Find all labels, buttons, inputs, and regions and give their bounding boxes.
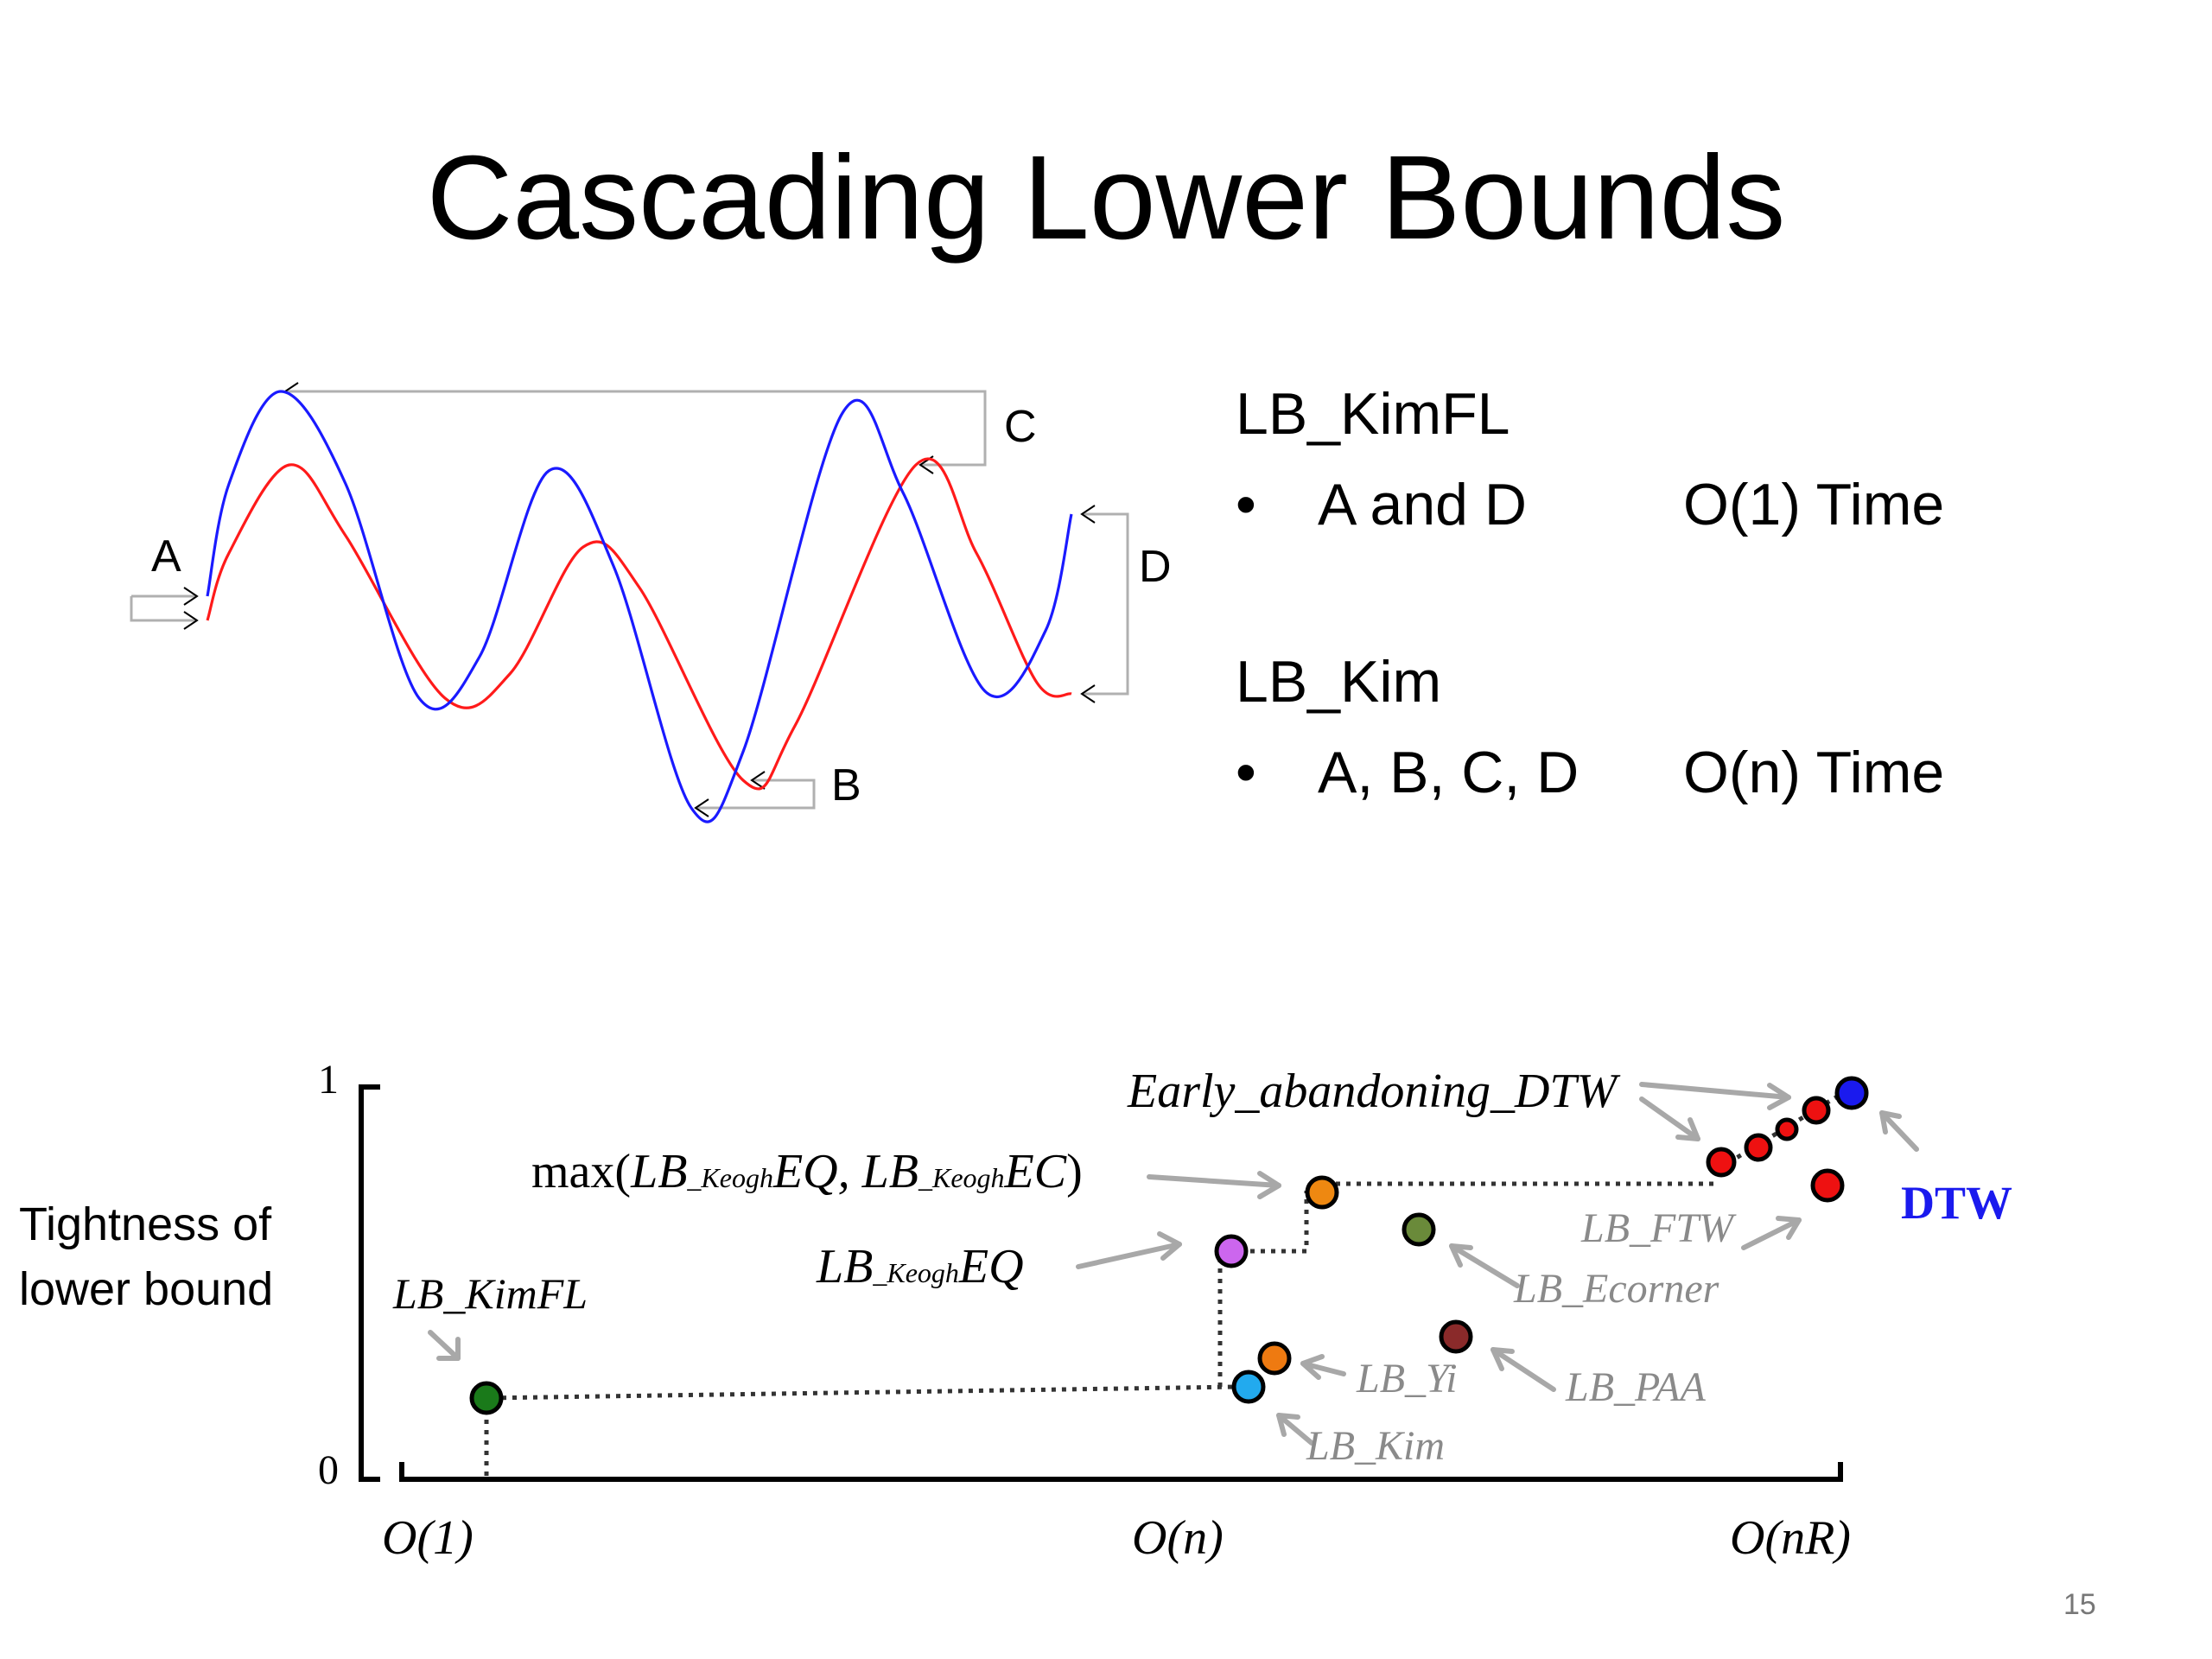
point-early-abandon-1 [1706,1147,1737,1178]
pointer-arrows [428,1082,1919,1446]
lb-text: LB [817,1240,874,1294]
point-lb-keogh-eq [1214,1234,1249,1268]
point-lb-kim [1231,1370,1266,1404]
label-max-keogh: max(LB_KeoghEQ, LB_KeoghEC) [531,1147,1083,1196]
label-lb-yi: LB_Yi [1357,1356,1458,1402]
marker-d-box [1082,512,1129,696]
y-axis-label-line1: Tightness of [19,1198,272,1250]
query-series-blue [206,390,1073,823]
label-early-abandoning-dtw: Early_abandoning_DTW [1128,1065,1618,1118]
point-dtw [1834,1076,1869,1110]
y-axis-label-line2: lower bound [19,1263,274,1315]
x-tick-o1: O(1) [382,1511,474,1565]
page-number: 15 [2063,1588,2096,1621]
lb-text-1: LB [631,1145,688,1198]
eq-text: EQ [958,1240,1024,1294]
label-d: D [1139,542,1172,592]
label-lb-ftw: LB_FTW [1581,1205,1734,1251]
bullet-complexity: O(1) Time [1683,472,1945,537]
max-close: ) [1066,1145,1083,1198]
bullet-text: A, B, C, D [1318,740,1580,805]
label-lb-paa: LB_PAA [1566,1364,1706,1410]
y-tick-0: 0 [318,1447,339,1493]
keogh-subscript: _Keogh [873,1257,959,1288]
bullet-dot: • [1236,472,1256,537]
lb-text-2: LB [861,1145,918,1198]
heading-lb-kim: LB_Kim [1236,649,1442,715]
marker-a-box [130,594,197,622]
label-dtw: DTW [1901,1177,2013,1229]
x-tick-on: O(n) [1132,1511,1224,1565]
label-lb-kimfl: LB_KimFL [393,1269,588,1318]
heading-lb-kimfl: LB_KimFL [1236,381,1510,447]
slide-title: Cascading Lower Bounds [426,131,1786,264]
max-open: max( [531,1145,632,1198]
y-tick-1: 1 [318,1057,339,1103]
keogh-subscript-2: _Keogh [918,1162,1005,1193]
bullet-lb-kim: • A, B, C, D O(n) Time [1236,743,2013,812]
point-lb-yi [1257,1341,1292,1376]
label-a: A [151,531,181,582]
eq-text: EQ, [772,1145,862,1198]
bullet-complexity: O(n) Time [1683,740,1945,805]
point-max-keogh [1305,1175,1339,1210]
point-lb-ecorner [1402,1212,1436,1247]
point-lb-ftw [1810,1168,1845,1203]
bound-points [469,1076,1869,1415]
candidate-series-red [206,457,1072,791]
ec-text: EC [1004,1145,1067,1198]
label-lb-kim: LB_Kim [1306,1423,1446,1469]
label-b: B [831,760,861,810]
label-lb-keogh-eq: LB_KeoghEQ [817,1243,1024,1291]
label-lb-ecorner: LB_Ecorner [1514,1266,1719,1312]
point-early-abandon-3 [1775,1117,1799,1141]
label-c: C [1004,402,1037,452]
point-early-abandon-2 [1744,1133,1773,1162]
point-early-abandon-4 [1802,1096,1831,1125]
bullet-lb-kimfl: • A and D O(1) Time [1236,475,2013,544]
x-axis [399,1462,1843,1482]
point-lb-kimfl [469,1381,504,1415]
bullet-text: A and D [1318,472,1527,537]
y-axis [359,1084,380,1482]
marker-b-box [696,779,816,810]
point-lb-paa [1439,1319,1473,1354]
bullet-dot: • [1236,740,1256,805]
x-tick-onr: O(nR) [1730,1511,1851,1565]
keogh-subscript-1: _Keogh [687,1162,773,1193]
marker-c-box [285,390,987,467]
